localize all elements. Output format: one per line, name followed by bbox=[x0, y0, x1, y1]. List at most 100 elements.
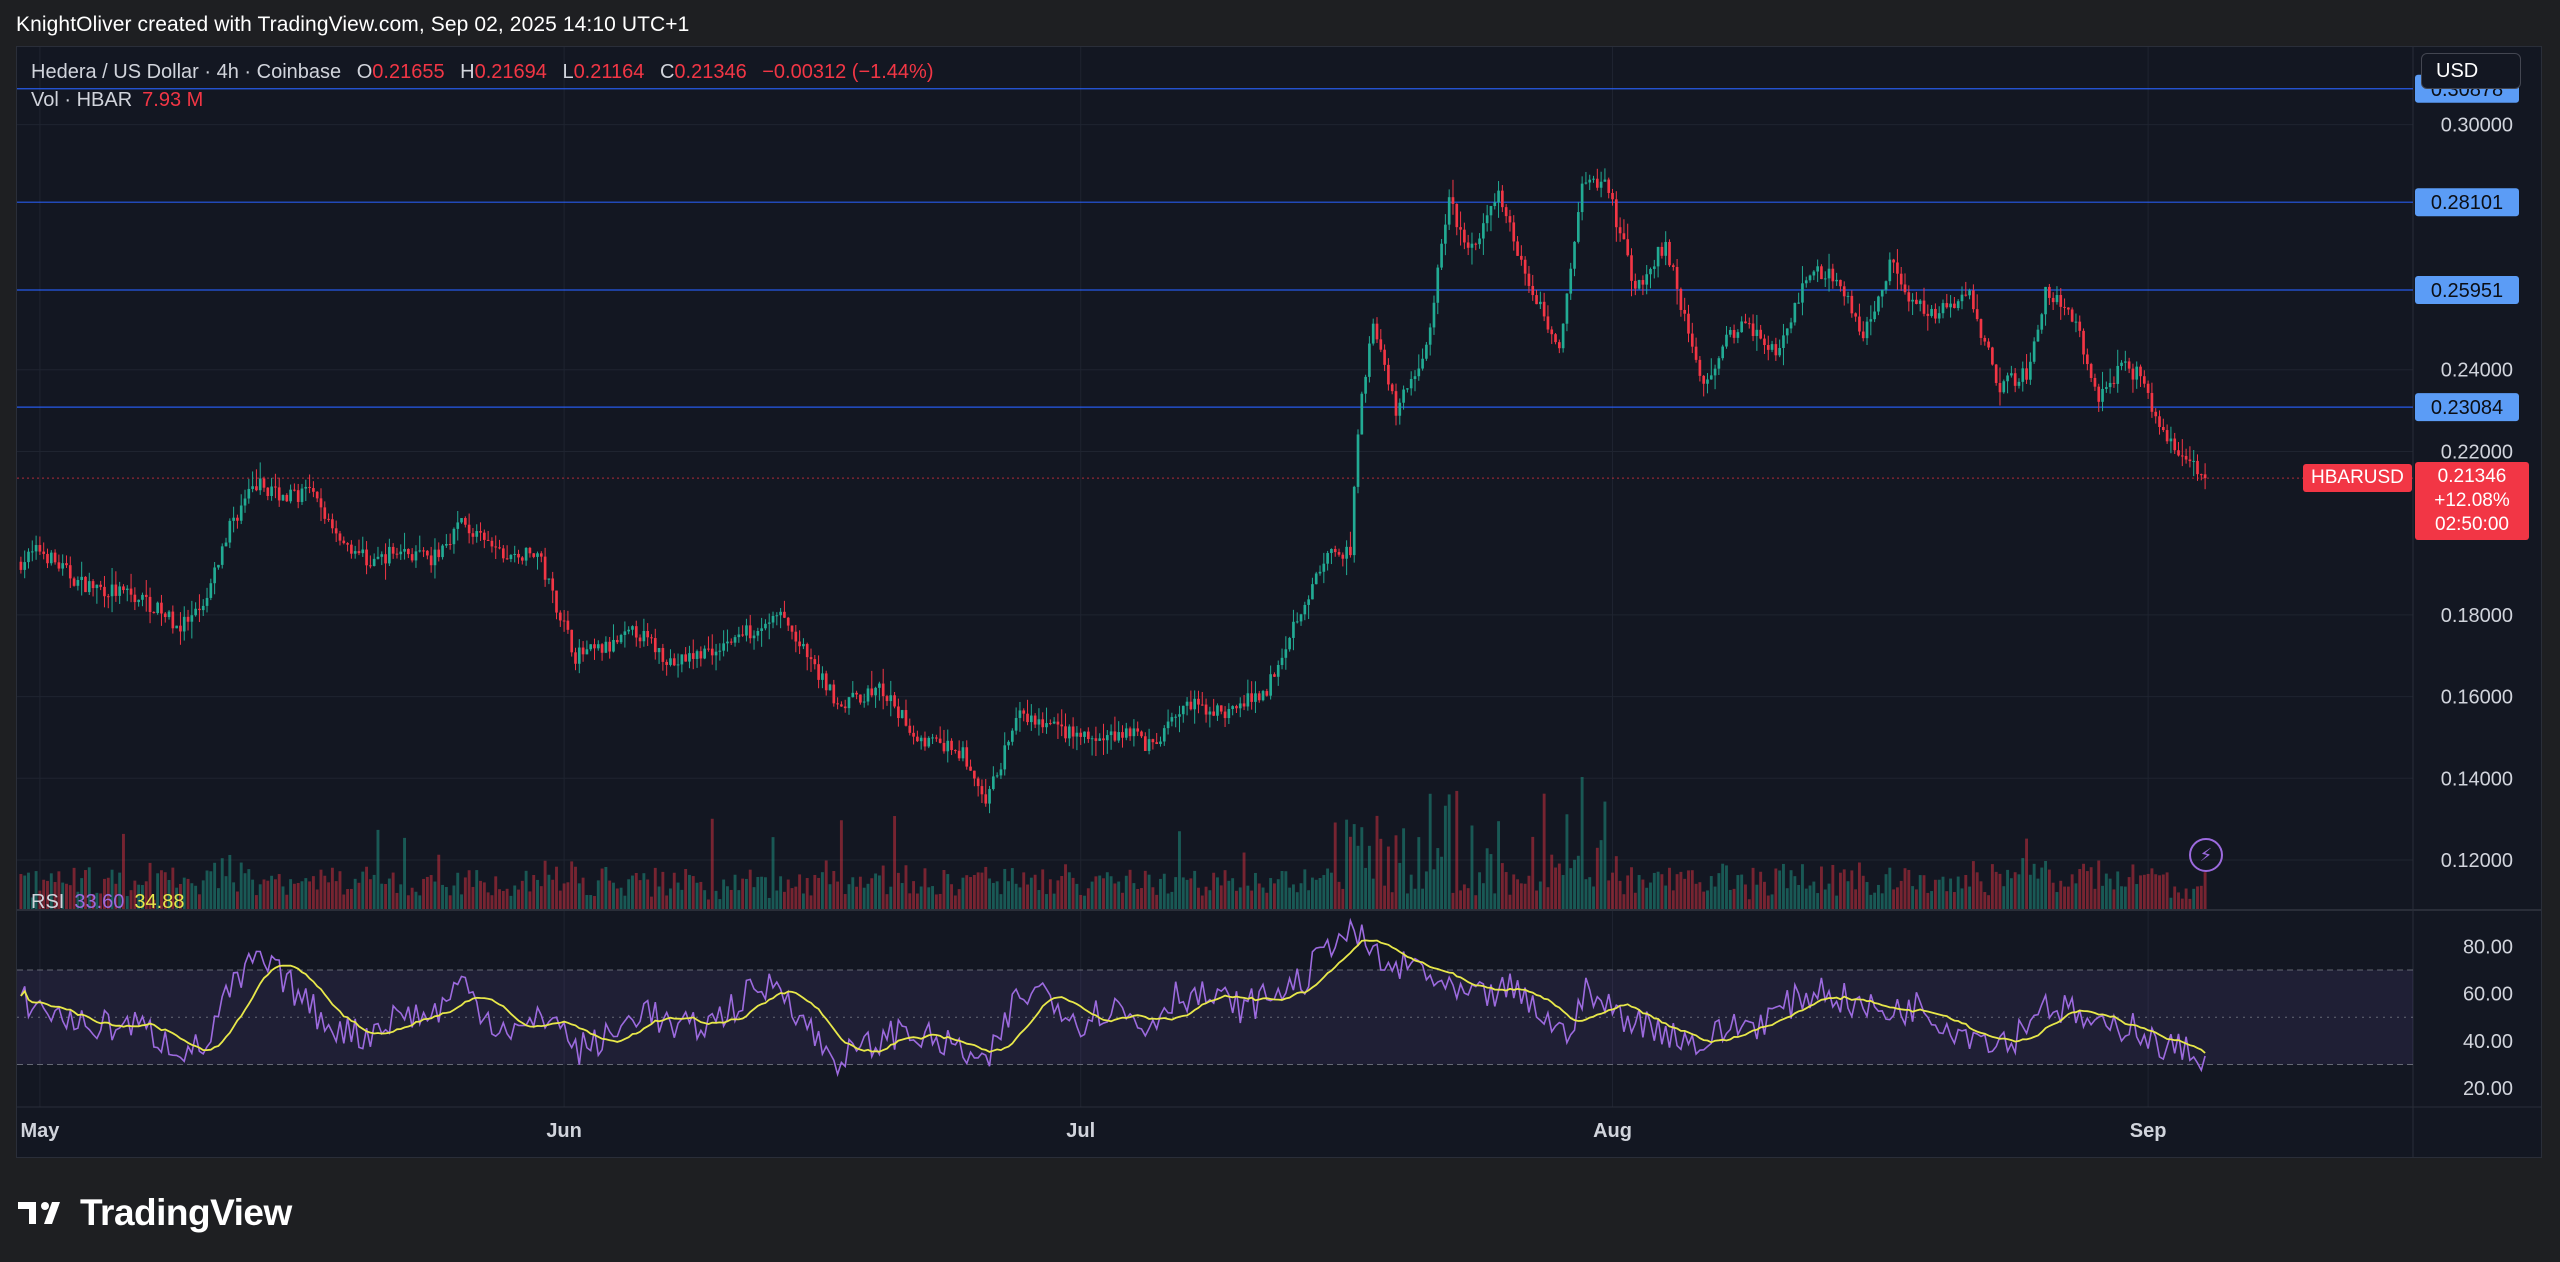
volume-bar bbox=[384, 883, 388, 909]
volume-bar bbox=[672, 872, 676, 909]
volume-legend[interactable]: Vol · HBAR 7.93 M bbox=[31, 89, 203, 112]
volume-bar bbox=[34, 871, 38, 909]
candle-body bbox=[1785, 328, 1789, 336]
volume-bar bbox=[722, 879, 726, 909]
tradingview-logo: TradingView bbox=[18, 1192, 292, 1234]
symbol-legend[interactable]: Hedera / US Dollar · 4h · Coinbase O0.21… bbox=[31, 61, 934, 84]
candle-body bbox=[517, 553, 520, 558]
volume-bar bbox=[520, 880, 524, 909]
chart-canvas[interactable]: 0.30000 0.24000 0.22000 0.18000 0.16000 0.140… bbox=[17, 47, 2541, 1157]
volume-bar bbox=[1785, 888, 1789, 909]
volume-bar bbox=[1979, 881, 1983, 909]
volume-bar bbox=[756, 876, 760, 909]
candle-body bbox=[72, 578, 76, 586]
candle-body bbox=[1694, 346, 1698, 360]
volume-bar bbox=[167, 879, 171, 909]
volume-bar bbox=[91, 894, 95, 909]
volume-bar bbox=[1728, 889, 1732, 909]
volume-bar bbox=[1945, 891, 1949, 909]
candle-body bbox=[1200, 704, 1204, 706]
candle-body bbox=[1352, 486, 1356, 556]
candle-body bbox=[300, 488, 304, 502]
volume-bar bbox=[76, 891, 80, 909]
volume-bar bbox=[1394, 835, 1398, 909]
chart-panel[interactable]: 0.30000 0.24000 0.22000 0.18000 0.16000 0.140… bbox=[16, 46, 2542, 1158]
rsi-legend[interactable]: RSI 33.60 34.88 bbox=[31, 891, 184, 914]
candle-body bbox=[486, 539, 490, 541]
candle-body bbox=[691, 653, 695, 659]
candle-body bbox=[1512, 222, 1516, 242]
candle-body bbox=[1964, 294, 1968, 296]
volume-bar bbox=[414, 891, 418, 909]
volume-bar bbox=[1067, 872, 1071, 909]
volume-bar bbox=[258, 884, 262, 909]
rsi-line bbox=[20, 917, 2206, 1078]
candle-body bbox=[1273, 674, 1276, 677]
volume-bar bbox=[1823, 889, 1827, 909]
candle-body bbox=[2127, 361, 2131, 369]
volume-bar bbox=[304, 878, 308, 909]
currency-selector[interactable]: USD bbox=[2421, 53, 2521, 89]
candle-body bbox=[1254, 693, 1257, 702]
candle-body bbox=[1132, 728, 1136, 737]
candle-body bbox=[65, 563, 68, 566]
candle-body bbox=[1143, 736, 1147, 751]
volume-bar bbox=[2036, 878, 2040, 909]
candle-body bbox=[429, 555, 433, 566]
candle-body bbox=[1493, 202, 1497, 207]
volume-bar bbox=[1162, 873, 1166, 909]
horizontal-level-label: 0.28101 bbox=[2431, 192, 2503, 214]
candle-body bbox=[30, 551, 34, 553]
volume-bar bbox=[1774, 868, 1778, 909]
candle-body bbox=[870, 688, 874, 696]
volume-bar bbox=[741, 878, 745, 909]
volume-bar bbox=[2142, 874, 2146, 909]
candle-body bbox=[1497, 190, 1500, 203]
volume-bar bbox=[1546, 887, 1550, 909]
candle-body bbox=[395, 553, 399, 555]
candle-body bbox=[2074, 321, 2078, 323]
volume-bar bbox=[1128, 869, 1132, 909]
candle-body bbox=[2188, 459, 2192, 462]
high-value: 0.21694 bbox=[474, 61, 547, 83]
candle-body bbox=[1102, 738, 1105, 741]
volume-bar bbox=[2063, 886, 2066, 909]
volume-bar bbox=[1706, 890, 1709, 909]
lightning-icon[interactable]: ⚡ bbox=[2189, 838, 2223, 872]
candle-body bbox=[34, 545, 38, 552]
candle-body bbox=[2120, 362, 2123, 366]
candle-body bbox=[1375, 323, 1379, 340]
volume-bar bbox=[190, 883, 194, 909]
candle-body bbox=[539, 553, 543, 557]
candle-body bbox=[805, 644, 809, 658]
volume-bar bbox=[752, 887, 756, 909]
volume-bar bbox=[509, 895, 513, 909]
volume-bar bbox=[1242, 852, 1246, 909]
volume-bar bbox=[1079, 894, 1083, 909]
volume-bar bbox=[737, 890, 741, 909]
candle-body bbox=[1219, 705, 1223, 712]
symbol-title[interactable]: Hedera / US Dollar · 4h · Coinbase bbox=[31, 61, 342, 83]
candle-body bbox=[1501, 190, 1504, 208]
candle-body bbox=[1508, 216, 1512, 223]
candle-body bbox=[634, 626, 638, 638]
candle-body bbox=[331, 519, 334, 529]
candle-body bbox=[1899, 273, 1903, 285]
candle-body bbox=[752, 635, 756, 639]
volume-bar bbox=[2199, 885, 2203, 909]
candle-body bbox=[201, 605, 205, 611]
volume-bar bbox=[490, 895, 494, 909]
candle-body bbox=[1489, 206, 1493, 216]
candle-body bbox=[338, 533, 342, 541]
volume-bar bbox=[482, 882, 486, 909]
candle-body bbox=[1755, 329, 1759, 337]
candle-body bbox=[369, 565, 372, 567]
candle-body bbox=[505, 558, 509, 560]
volume-bar bbox=[1789, 870, 1793, 909]
candle-body bbox=[866, 688, 870, 702]
price-tick-label: 0.16000 bbox=[2441, 687, 2513, 709]
candle-body bbox=[710, 648, 714, 656]
volume-bar bbox=[2017, 874, 2021, 909]
volume-bar bbox=[505, 888, 509, 909]
candle-body bbox=[1124, 728, 1128, 738]
